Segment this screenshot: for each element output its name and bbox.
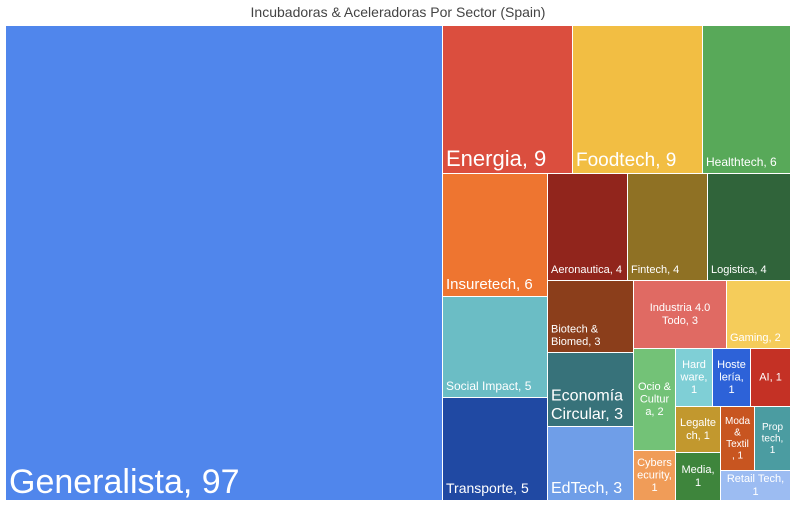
tile-rect[interactable] bbox=[713, 349, 750, 406]
tile-generalista[interactable]: Generalista, 97 bbox=[6, 26, 442, 501]
tile-legaltech[interactable]: Legalte ch, 1 bbox=[676, 407, 720, 452]
tile-rect[interactable] bbox=[573, 26, 702, 173]
tile-retail-tech[interactable]: Retail Tech, 1 bbox=[721, 471, 790, 500]
tile-rect[interactable] bbox=[548, 427, 633, 500]
tile-moda-and-textil[interactable]: Moda & Textil, 1 bbox=[721, 407, 754, 470]
tile-label: Insuretech, 6 bbox=[446, 276, 533, 293]
tile-label: Industria 4.0 Todo, 3 bbox=[650, 302, 711, 327]
tile-label: EdTech, 3 bbox=[551, 480, 622, 497]
tile-label: Social Impact, 5 bbox=[446, 379, 532, 393]
tile-rect[interactable] bbox=[634, 349, 675, 450]
tile-label: Retail Tech, 1 bbox=[727, 473, 784, 498]
tile-rect[interactable] bbox=[548, 353, 633, 426]
tile-rect[interactable] bbox=[548, 281, 633, 352]
chart-title: Incubadoras & Aceleradoras Por Sector (S… bbox=[250, 4, 546, 20]
tile-label: Biotech & Biomed, 3 bbox=[551, 323, 601, 348]
tile-label: Energia, 9 bbox=[446, 146, 546, 171]
tile-rect[interactable] bbox=[676, 407, 720, 452]
tile-rect[interactable] bbox=[676, 453, 720, 500]
tile-insuretech[interactable]: Insuretech, 6 bbox=[443, 174, 547, 296]
tile-label: Generalista, 97 bbox=[9, 463, 240, 501]
tile-label: Prop tech, 1 bbox=[762, 422, 784, 456]
tile-industria-4-0-todo[interactable]: Industria 4.0 Todo, 3 bbox=[634, 281, 726, 348]
tile-proptech[interactable]: Prop tech, 1 bbox=[755, 407, 790, 470]
tile-rect[interactable] bbox=[6, 26, 442, 500]
tile-label: Moda & Textil, 1 bbox=[725, 416, 750, 462]
tile-rect[interactable] bbox=[721, 407, 754, 470]
tile-rect[interactable] bbox=[443, 297, 547, 397]
tile-healthtech[interactable]: Healthtech, 6 bbox=[703, 26, 790, 173]
tile-label: Transporte, 5 bbox=[446, 480, 529, 496]
tile-rect[interactable] bbox=[628, 174, 707, 280]
tile-label: Cybers ecurity, 1 bbox=[637, 457, 672, 494]
tile-ocio-and-cultura[interactable]: Ocio & Cultur a, 2 bbox=[634, 349, 675, 450]
tile-energia[interactable]: Energia, 9 bbox=[443, 26, 572, 173]
tile-rect[interactable] bbox=[634, 451, 675, 500]
tile-label: Hoste lería, 1 bbox=[717, 359, 746, 396]
tile-label: Economía Circular, 3 bbox=[551, 388, 623, 423]
tile-media[interactable]: Media, 1 bbox=[676, 453, 720, 500]
tile-cybersecurity[interactable]: Cybers ecurity, 1 bbox=[634, 451, 675, 500]
tile-biotech-and-biomed[interactable]: Biotech & Biomed, 3 bbox=[548, 281, 633, 352]
tile-rect[interactable] bbox=[443, 174, 547, 296]
tile-label: Fintech, 4 bbox=[631, 264, 679, 276]
tile-rect[interactable] bbox=[548, 174, 627, 280]
tile-social-impact[interactable]: Social Impact, 5 bbox=[443, 297, 547, 397]
tile-label: Aeronautica, 4 bbox=[551, 264, 622, 276]
tile-label: AI, 1 bbox=[759, 372, 782, 384]
tile-label: Hard ware, 1 bbox=[680, 359, 708, 396]
tile-rect[interactable] bbox=[708, 174, 790, 280]
tile-edtech[interactable]: EdTech, 3 bbox=[548, 427, 633, 500]
tile-aeronautica[interactable]: Aeronautica, 4 bbox=[548, 174, 627, 280]
tile-economia-circular[interactable]: Economía Circular, 3 bbox=[548, 353, 633, 426]
tile-logistica[interactable]: Logistica, 4 bbox=[708, 174, 790, 280]
tile-ai[interactable]: AI, 1 bbox=[751, 349, 790, 406]
tile-label: Media, 1 bbox=[681, 464, 714, 489]
tile-label: Logistica, 4 bbox=[711, 264, 767, 276]
tile-rect[interactable] bbox=[751, 349, 790, 406]
tile-label: Ocio & Cultur a, 2 bbox=[638, 381, 672, 418]
tile-rect[interactable] bbox=[727, 281, 790, 348]
tile-fintech[interactable]: Fintech, 4 bbox=[628, 174, 707, 280]
tile-label: Gaming, 2 bbox=[730, 332, 781, 344]
tile-rect[interactable] bbox=[755, 407, 790, 470]
tile-transporte[interactable]: Transporte, 5 bbox=[443, 398, 547, 500]
tile-rect[interactable] bbox=[634, 281, 726, 348]
tile-gaming[interactable]: Gaming, 2 bbox=[727, 281, 790, 348]
tile-hosteleria[interactable]: Hoste lería, 1 bbox=[713, 349, 750, 406]
tile-hardware[interactable]: Hard ware, 1 bbox=[676, 349, 712, 406]
tile-label: Healthtech, 6 bbox=[706, 155, 777, 169]
tile-rect[interactable] bbox=[703, 26, 790, 173]
tile-rect[interactable] bbox=[721, 471, 790, 500]
tile-rect[interactable] bbox=[676, 349, 712, 406]
tile-label: Legalte ch, 1 bbox=[680, 417, 716, 442]
tile-foodtech[interactable]: Foodtech, 9 bbox=[573, 26, 702, 173]
tile-rect[interactable] bbox=[443, 398, 547, 500]
tile-rect[interactable] bbox=[443, 26, 572, 173]
tile-label: Foodtech, 9 bbox=[576, 150, 676, 171]
